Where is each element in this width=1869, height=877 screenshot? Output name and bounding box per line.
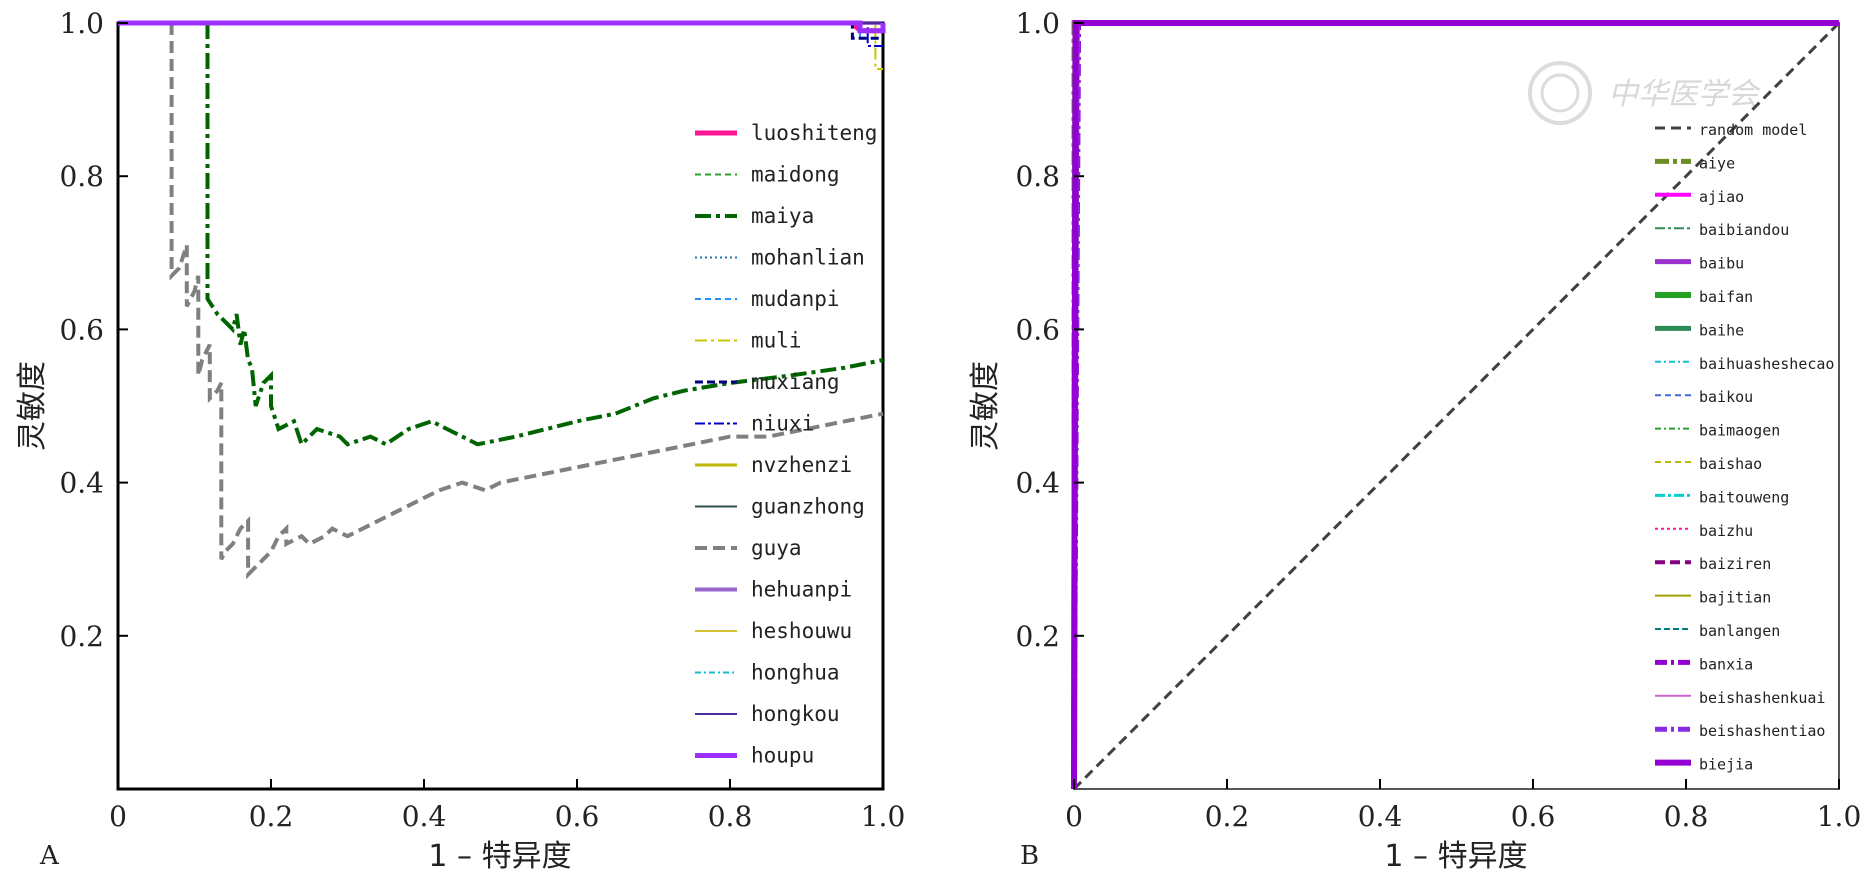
y-tick-label: 0.4 <box>1015 467 1060 500</box>
x-tick-label: 0.8 <box>708 800 753 833</box>
legend-label: beishashentiao <box>1699 722 1825 740</box>
legend-label: niuxi <box>751 412 814 436</box>
x-tick-label: 1.0 <box>861 800 906 833</box>
tick-group-a: 0 0.2 0.4 0.6 0.8 1.0 0.2 0.4 0.6 0.8 1.0 <box>59 7 905 833</box>
legend-a: luoshiteng maidong maiya mohanlian mudanpi mu… <box>695 121 877 768</box>
legend-label: baizhu <box>1699 522 1753 540</box>
x-tick-label: 0.2 <box>1205 800 1250 833</box>
x-tick-label: 1.0 <box>1817 800 1862 833</box>
x-tick-label: 0.6 <box>555 800 600 833</box>
x-tick-label: 0.2 <box>249 800 294 833</box>
legend-label: baimaogen <box>1699 422 1780 440</box>
legend-label: mohanlian <box>751 246 865 270</box>
panel-label-b: B <box>1020 841 1039 871</box>
legend-label: hehuanpi <box>751 578 852 602</box>
legend-label: heshouwu <box>751 619 852 643</box>
legend-label: baihe <box>1699 321 1744 339</box>
legend-b: random model aiye ajiao baibiandou baibu baif… <box>1655 121 1834 774</box>
legend-label: muli <box>751 329 802 353</box>
legend-label: baibu <box>1699 255 1744 273</box>
y-axis-title-b: 灵敏度 <box>968 361 1003 451</box>
y-tick-label: 0.4 <box>59 467 104 500</box>
legend-label: banlangen <box>1699 622 1780 640</box>
plot-frame-a <box>116 21 885 791</box>
legend-label: baitouweng <box>1699 488 1789 506</box>
panel-b: 中华医学会 0 0.2 0.4 0.6 0.8 1.0 0.2 0.4 0.6 0.8 1.0 ra… <box>968 7 1861 874</box>
legend-label: beishashenkuai <box>1699 689 1825 707</box>
x-axis-title-a: 1 – 特异度 <box>428 839 571 874</box>
series-line-houpu <box>118 20 886 34</box>
legend-label: nvzhenzi <box>751 453 852 477</box>
legend-label: baihuasheshecao <box>1699 355 1834 373</box>
watermark-seal-icon <box>1528 61 1592 125</box>
y-tick-label: 0.2 <box>59 620 104 653</box>
legend-label: aiye <box>1699 154 1735 172</box>
series-line-maiya <box>205 23 884 449</box>
x-tick-label: 0.8 <box>1664 800 1709 833</box>
panel-a: 0 0.2 0.4 0.6 0.8 1.0 0.2 0.4 0.6 0.8 1.0 luoshite… <box>15 7 905 874</box>
legend-label: random model <box>1699 121 1807 139</box>
panel-label-a: A <box>39 841 60 871</box>
legend-label: mudanpi <box>751 287 840 311</box>
series-line-guya <box>169 23 884 580</box>
legend-label: guanzhong <box>751 495 865 519</box>
y-tick-label: 1.0 <box>1015 7 1060 40</box>
x-tick-label: 0.4 <box>1358 800 1403 833</box>
legend-label: biejia <box>1699 756 1753 774</box>
x-tick-label: 0 <box>109 800 127 833</box>
legend-label: houpu <box>751 744 814 768</box>
tick-group-b: 0 0.2 0.4 0.6 0.8 1.0 0.2 0.4 0.6 0.8 1.0 <box>1015 7 1861 833</box>
legend-label: ajiao <box>1699 188 1744 206</box>
legend-label: bajitian <box>1699 589 1771 607</box>
series-line-random-model <box>1072 21 1841 791</box>
y-axis-title-a: 灵敏度 <box>15 361 50 451</box>
series-group-a <box>118 20 886 580</box>
legend-label: maidong <box>751 163 840 187</box>
legend-label: baiziren <box>1699 555 1771 573</box>
legend-label: baikou <box>1699 388 1753 406</box>
legend-label: banxia <box>1699 655 1753 673</box>
legend-label: hongkou <box>751 702 840 726</box>
legend-label: muxiang <box>751 370 840 394</box>
y-tick-label: 1.0 <box>59 7 104 40</box>
legend-label: baifan <box>1699 288 1753 306</box>
legend-label: guya <box>751 536 802 560</box>
legend-label: maiya <box>751 204 814 228</box>
x-tick-label: 0 <box>1065 800 1083 833</box>
legend-label: honghua <box>751 661 840 685</box>
x-tick-label: 0.6 <box>1511 800 1556 833</box>
legend-label: baishao <box>1699 455 1762 473</box>
watermark-text: 中华医学会 <box>1608 77 1761 112</box>
watermark-seal-inner-icon <box>1540 73 1580 113</box>
legend-label: luoshiteng <box>751 121 877 145</box>
y-tick-label: 0.6 <box>1015 313 1060 346</box>
x-tick-label: 0.4 <box>402 800 447 833</box>
x-axis-title-b: 1 – 特异度 <box>1384 839 1527 874</box>
watermark: 中华医学会 <box>1528 61 1761 125</box>
y-tick-label: 0.6 <box>59 313 104 346</box>
legend-label: baibiandou <box>1699 221 1789 239</box>
y-tick-label: 0.8 <box>1015 160 1060 193</box>
y-tick-label: 0.2 <box>1015 620 1060 653</box>
y-tick-label: 0.8 <box>59 160 104 193</box>
